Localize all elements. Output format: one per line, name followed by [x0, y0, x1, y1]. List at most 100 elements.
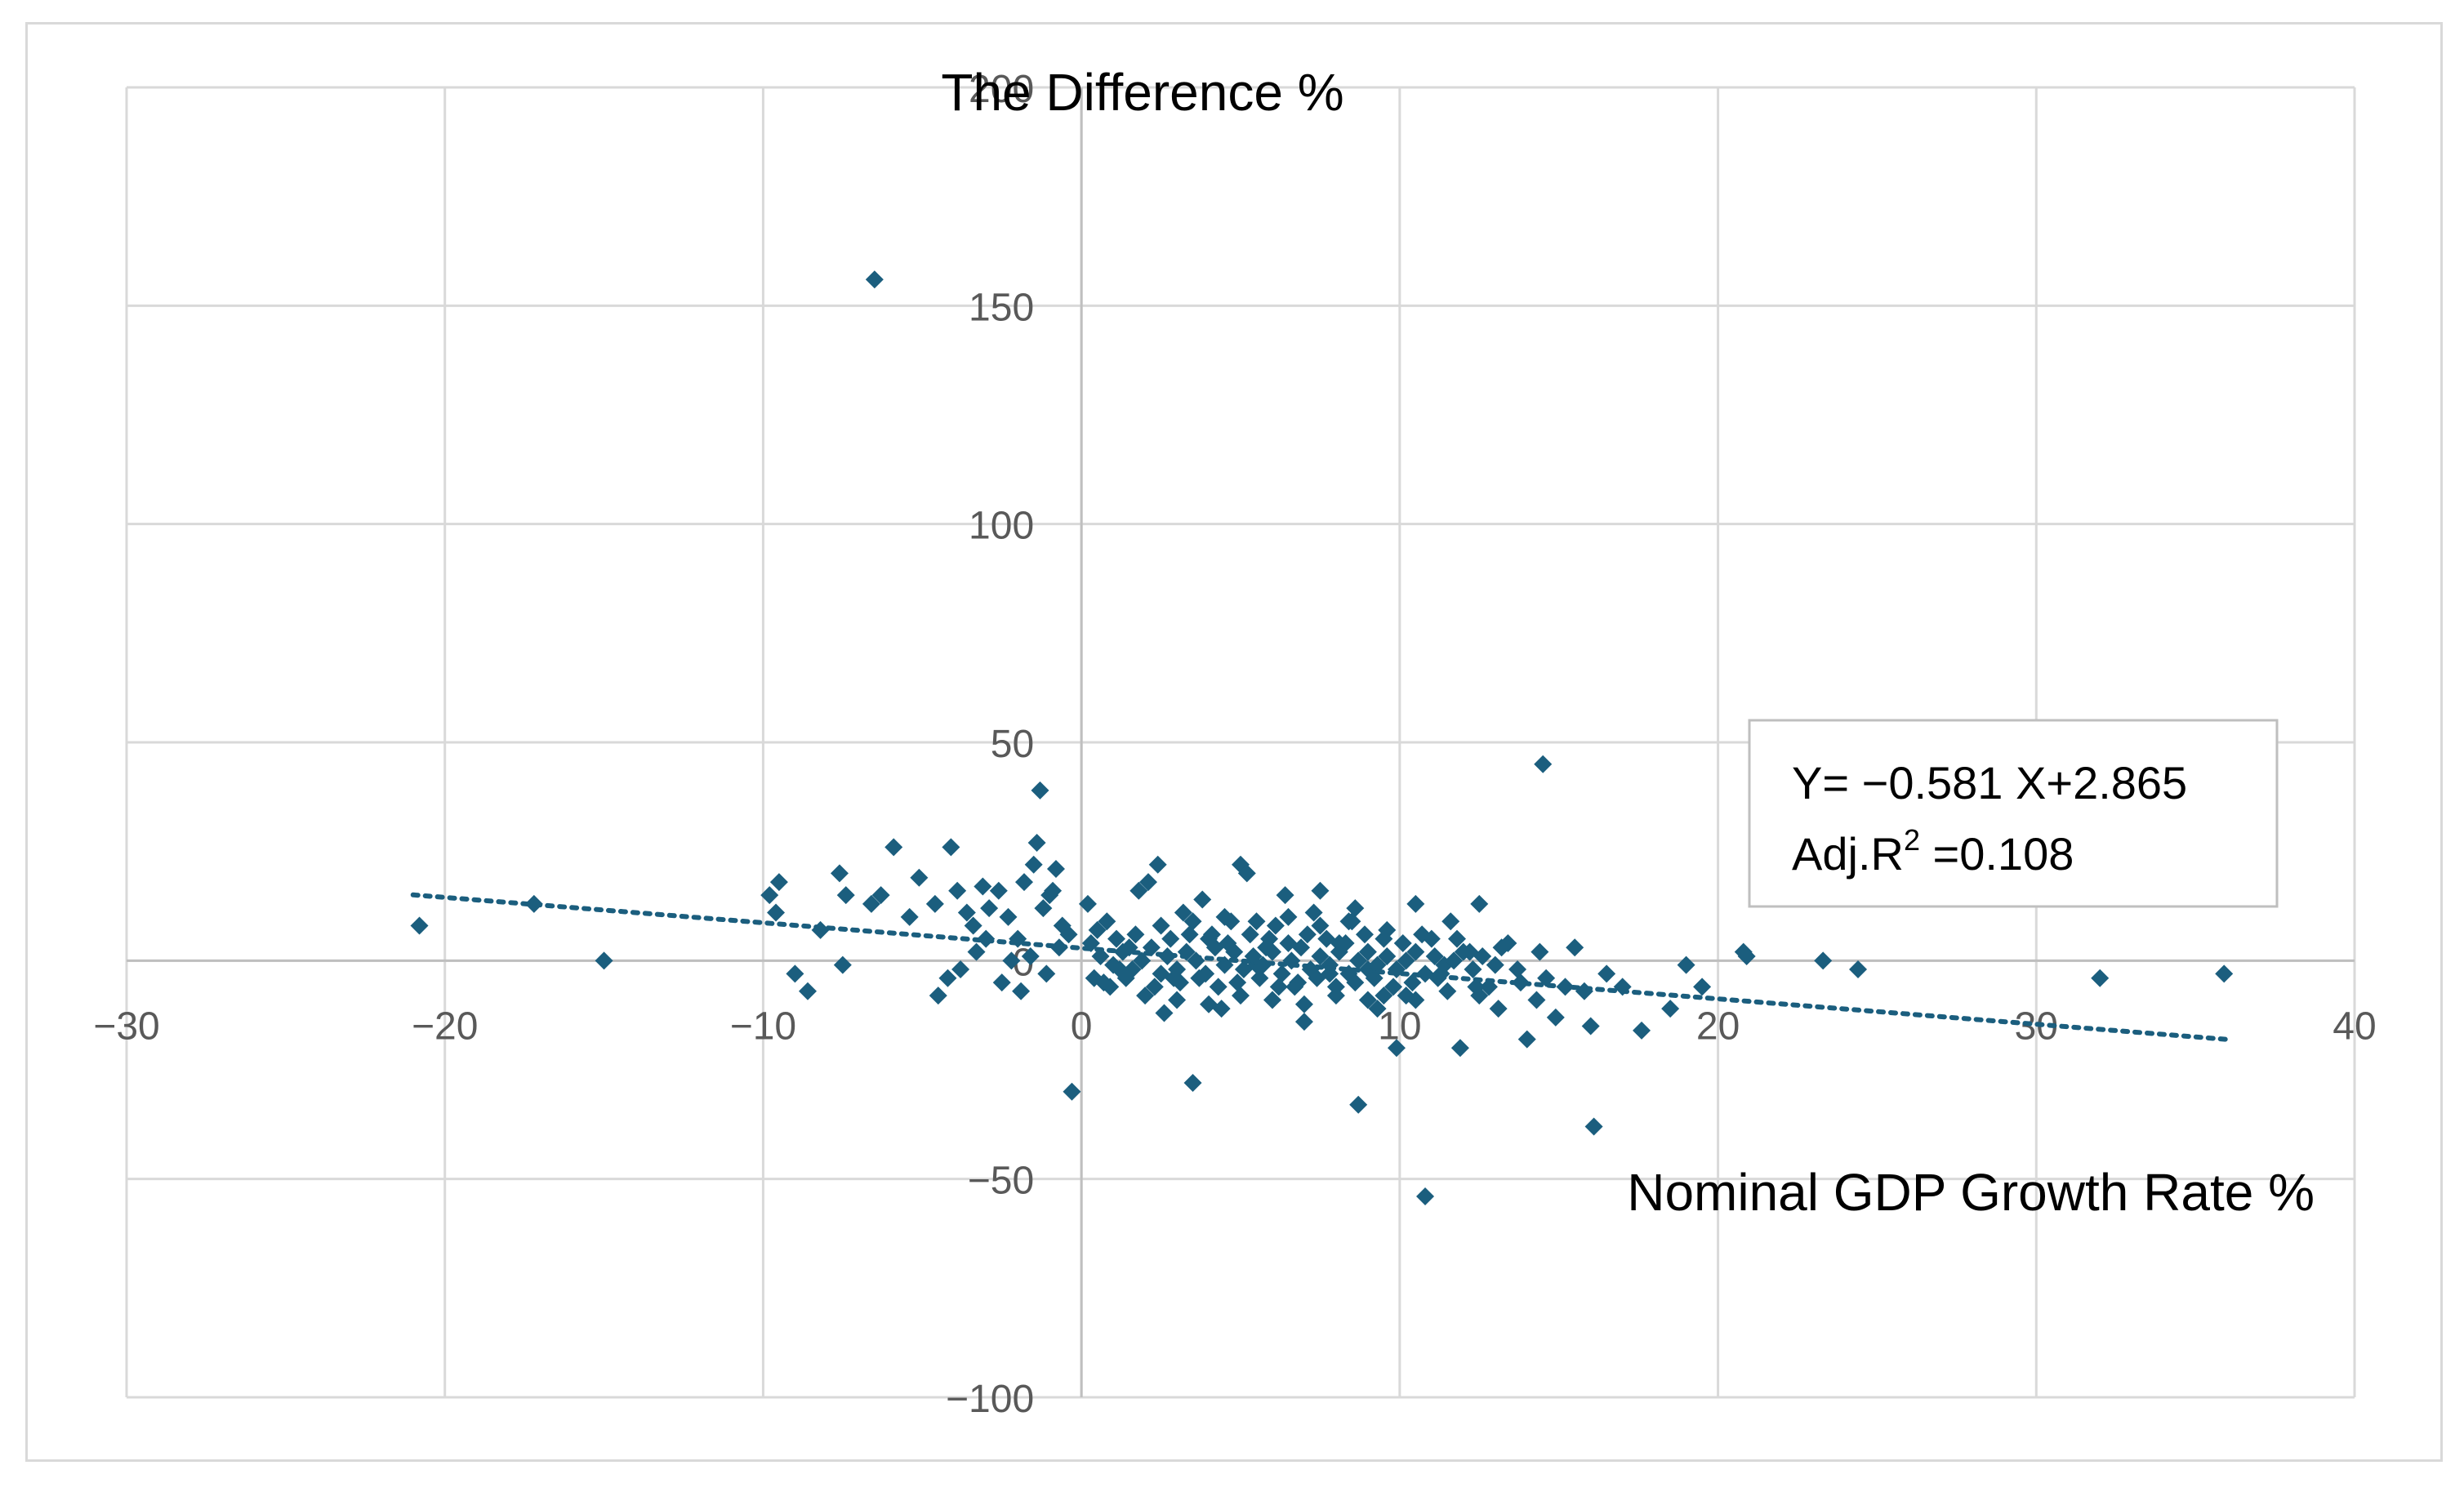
data-point: [1346, 899, 1365, 918]
data-point: [1031, 781, 1049, 799]
data-point: [1441, 912, 1460, 931]
data-point: [1133, 951, 1152, 970]
data-point: [1183, 912, 1202, 931]
data-point: [1527, 991, 1546, 1009]
x-axis-title: Nominal GDP Growth Rate %: [1627, 1163, 2315, 1222]
data-point: [1470, 894, 1489, 913]
data-point: [1375, 929, 1393, 948]
data-point: [1633, 1021, 1651, 1040]
data-point: [1508, 960, 1527, 979]
y-tick-label: 150: [969, 286, 1034, 329]
x-tick-label: −10: [730, 1004, 796, 1048]
data-point: [1021, 946, 1040, 965]
data-point: [1326, 987, 1345, 1005]
data-point: [1012, 982, 1031, 1000]
y-tick-label: 50: [991, 723, 1034, 766]
data-point: [1454, 942, 1473, 961]
data-point: [1450, 1039, 1469, 1058]
data-point: [595, 951, 613, 970]
data-point: [1237, 864, 1256, 883]
data-point: [1384, 978, 1403, 996]
data-point: [1180, 925, 1199, 944]
adj-r2-sup: 2: [1904, 823, 1920, 857]
data-point: [1063, 1082, 1081, 1101]
data-point: [1130, 881, 1148, 900]
data-point: [974, 877, 992, 896]
data-point: [1136, 987, 1155, 1005]
data-point: [1158, 946, 1177, 965]
data-point: [1078, 894, 1097, 913]
data-point: [1088, 920, 1107, 939]
data-point: [980, 899, 999, 918]
data-point: [1375, 987, 1393, 1005]
data-point: [1317, 929, 1336, 948]
data-point: [1298, 925, 1317, 944]
y-tick-label: −100: [946, 1378, 1034, 1421]
data-point: [1397, 951, 1415, 970]
data-point: [1311, 946, 1330, 965]
data-point: [1489, 1000, 1508, 1018]
data-point: [1091, 946, 1110, 965]
data-point: [1155, 1004, 1174, 1022]
x-tick-label: −20: [412, 1004, 478, 1048]
data-point: [1849, 960, 1868, 979]
data-point: [1387, 1039, 1406, 1058]
data-point: [1279, 907, 1298, 926]
data-point: [1152, 916, 1170, 935]
data-point: [1425, 946, 1444, 965]
data-point: [798, 982, 817, 1000]
data-point: [1534, 755, 1553, 773]
data-point: [1584, 1117, 1603, 1136]
data-point: [1234, 960, 1253, 979]
data-point: [1438, 982, 1457, 1000]
data-point: [999, 907, 1018, 926]
data-point: [1266, 916, 1285, 935]
data-point: [1393, 933, 1412, 952]
data-point: [1581, 1017, 1600, 1036]
data-point: [871, 886, 890, 905]
data-point: [1737, 946, 1756, 965]
data-point: [1294, 1013, 1313, 1031]
data-point: [1272, 964, 1291, 983]
data-point: [964, 916, 982, 935]
data-point: [951, 960, 970, 979]
data-point: [1034, 899, 1053, 918]
data-point: [1406, 942, 1425, 961]
data-point: [1413, 925, 1432, 944]
data-point: [1161, 929, 1180, 948]
data-point: [942, 838, 960, 857]
data-point: [1289, 973, 1308, 992]
data-point: [1145, 978, 1164, 996]
x-tick-label: −30: [93, 1004, 159, 1048]
data-point: [1168, 960, 1187, 979]
data-point: [1403, 973, 1422, 992]
data-point: [1473, 946, 1492, 965]
data-point: [1174, 903, 1192, 922]
data-point: [2215, 964, 2234, 983]
data-point: [410, 916, 429, 935]
data-point: [1152, 964, 1170, 983]
data-point: [1250, 969, 1269, 987]
data-point: [1597, 964, 1616, 983]
data-point: [1219, 933, 1237, 952]
data-point: [1511, 973, 1530, 992]
data-point: [1661, 1000, 1680, 1018]
data-point: [1358, 942, 1377, 961]
y-tick-label: 200: [969, 68, 1034, 111]
trendline-path: [410, 892, 2230, 1042]
data-point: [929, 987, 947, 1005]
data-point: [1464, 960, 1482, 979]
data-point: [1546, 1008, 1565, 1027]
data-point: [1168, 991, 1187, 1009]
data-point: [957, 903, 976, 922]
data-point: [1346, 973, 1365, 992]
data-point: [1002, 951, 1021, 970]
data-point: [1059, 925, 1078, 944]
adj-r2-prefix: Adj.R: [1792, 828, 1904, 880]
data-point: [1044, 881, 1063, 900]
data-point: [767, 903, 786, 922]
data-point: [1349, 1095, 1368, 1114]
data-point: [1241, 925, 1259, 944]
data-point: [1279, 933, 1298, 952]
